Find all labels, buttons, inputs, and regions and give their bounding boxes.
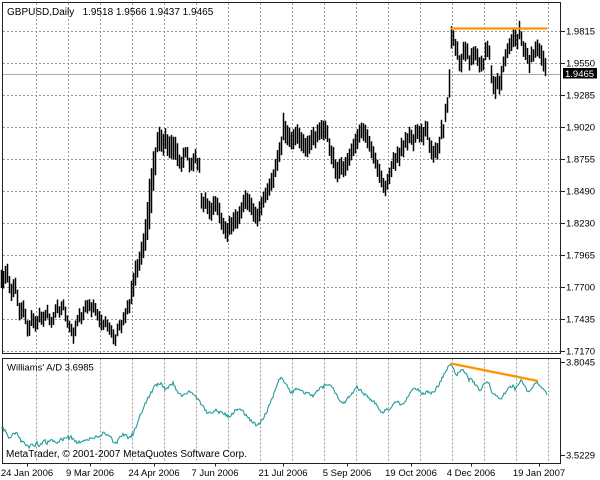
svg-text:9 Mar 2006: 9 Mar 2006 [66,468,114,479]
svg-text:1.7700: 1.7700 [566,283,595,294]
svg-text:1.7435: 1.7435 [566,315,595,326]
svg-text:1.9465: 1.9465 [565,69,594,80]
svg-text:1.9020: 1.9020 [566,123,595,134]
svg-text:4 Dec 2006: 4 Dec 2006 [447,468,496,479]
svg-text:24 Jan 2006: 24 Jan 2006 [1,468,53,479]
svg-text:1.9550: 1.9550 [566,59,595,70]
svg-text:19 Oct 2006: 19 Oct 2006 [385,468,437,479]
svg-text:7 Jun 2006: 7 Jun 2006 [191,468,238,479]
svg-text:1.8230: 1.8230 [566,219,595,230]
svg-text:21 Jul 2006: 21 Jul 2006 [258,468,307,479]
svg-text:Williams' A/D 3.6985: Williams' A/D 3.6985 [7,363,94,374]
svg-text:1.9815: 1.9815 [566,27,595,38]
svg-text:3.5229: 3.5229 [566,451,595,462]
svg-text:1.8755: 1.8755 [566,155,595,166]
svg-text:1.7965: 1.7965 [566,251,595,262]
svg-text:24 Apr 2006: 24 Apr 2006 [128,468,179,479]
svg-text:1.7170: 1.7170 [566,347,595,358]
svg-text:1.8490: 1.8490 [566,187,595,198]
svg-text:19 Jan 2007: 19 Jan 2007 [513,468,565,479]
svg-text:MetaTrader, © 2001-2007 MetaQu: MetaTrader, © 2001-2007 MetaQuotes Softw… [6,449,247,460]
svg-text:3.8045: 3.8045 [566,358,595,369]
svg-text:1.9285: 1.9285 [566,91,595,102]
svg-text:GBPUSD,Daily 1.9518 1.9566 1: GBPUSD,Daily 1.9518 1.9566 1.9437 1.9465 [7,7,214,18]
svg-text:5 Sep 2006: 5 Sep 2006 [323,468,372,479]
